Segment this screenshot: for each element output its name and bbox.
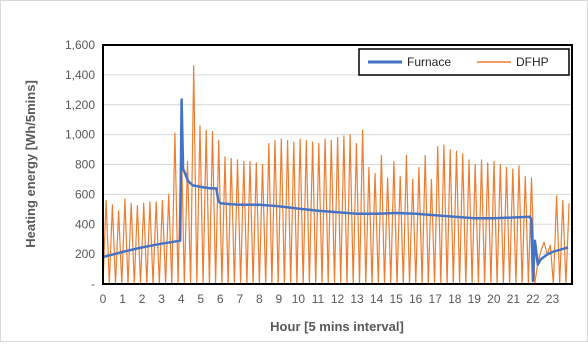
- y-tick-label: 200: [75, 247, 95, 261]
- y-tick-label: 800: [75, 158, 95, 172]
- legend-label-furnace: Furnace: [407, 55, 451, 69]
- x-tick-label: 17: [429, 292, 443, 306]
- plot-border: [102, 44, 573, 285]
- x-tick-label: 13: [350, 292, 364, 306]
- x-tick-label: 12: [331, 292, 345, 306]
- x-tick-label: 16: [409, 292, 423, 306]
- y-tick-label: 1,600: [65, 38, 95, 52]
- y-tick-label: 400: [75, 217, 95, 231]
- x-tick-label: 18: [448, 292, 462, 306]
- y-tick-label: 1,000: [65, 128, 95, 142]
- y-tick-label: -: [91, 277, 95, 291]
- x-tick-label: 6: [217, 292, 224, 306]
- y-tick-label: 1,200: [65, 98, 95, 112]
- x-tick-label: 4: [178, 292, 185, 306]
- x-tick-label: 2: [139, 292, 146, 306]
- x-tick-label: 20: [487, 292, 501, 306]
- x-tick-label: 21: [507, 292, 521, 306]
- y-tick-label: 600: [75, 187, 95, 201]
- x-axis-label: Hour [5 mins interval]: [270, 319, 404, 334]
- series-line-furnace: [103, 98, 569, 283]
- x-tick-label: 23: [546, 292, 560, 306]
- x-tick-label: 15: [389, 292, 403, 306]
- x-tick-label: 14: [370, 292, 384, 306]
- series-line-dfhp: [103, 65, 570, 284]
- x-axis-ticks: 0 1 2 3 4 5 6 7 8 9 10 11 12 13 14 15 16 17 18 19 20 21 22 23: [100, 292, 560, 306]
- y-axis-ticks: - 200 400 600 800 1,000 1,200 1,400 1,600: [65, 38, 95, 291]
- x-tick-label: 19: [468, 292, 482, 306]
- x-tick-label: 0: [100, 292, 107, 306]
- x-tick-label: 9: [276, 292, 283, 306]
- x-tick-label: 5: [197, 292, 204, 306]
- x-tick-label: 10: [292, 292, 306, 306]
- x-tick-label: 1: [119, 292, 126, 306]
- series-layer: [103, 65, 570, 284]
- x-tick-label: 3: [158, 292, 165, 306]
- x-tick-label: 11: [312, 292, 325, 306]
- x-tick-label: 7: [236, 292, 243, 306]
- y-axis-label: Heating energy [Wh/5mins]: [23, 80, 38, 248]
- x-tick-label: 22: [526, 292, 540, 306]
- x-tick-label: 8: [256, 292, 263, 306]
- legend-label-dfhp: DFHP: [516, 55, 549, 69]
- legend: Furnace DFHP: [358, 48, 570, 76]
- y-tick-label: 1,400: [65, 68, 95, 82]
